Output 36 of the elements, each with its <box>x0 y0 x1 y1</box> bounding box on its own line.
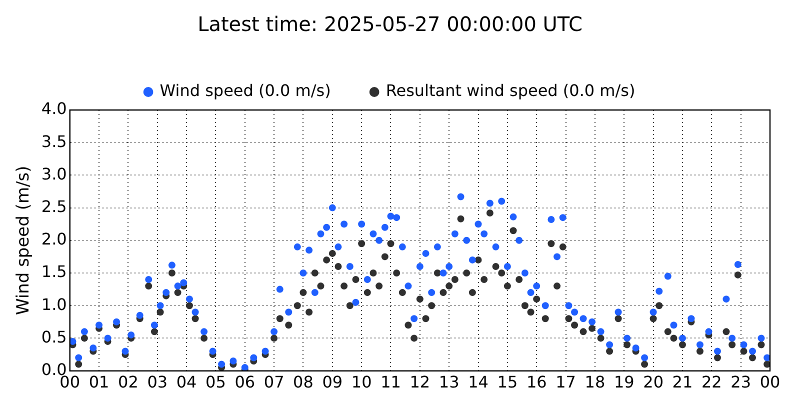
x-tick-label: 00 <box>760 372 780 392</box>
y-tick-label: 2.0 <box>41 230 67 249</box>
y-tick-label: 2.5 <box>41 196 67 216</box>
legend-label: Wind speed (0.0 m/s) <box>160 81 331 100</box>
x-tick-label: 16 <box>526 372 547 392</box>
y-tick-label: 4.0 <box>41 99 67 118</box>
x-tick-label: 08 <box>293 372 314 392</box>
x-tick-label: 10 <box>351 372 372 392</box>
x-tick-label: 09 <box>322 372 343 392</box>
x-tick-label: 19 <box>614 372 634 392</box>
x-tick-label: 07 <box>264 372 284 392</box>
x-tick-label: 13 <box>438 372 460 392</box>
x-tick-label: 23 <box>730 372 752 392</box>
x-tick-label: 04 <box>176 372 197 392</box>
y-tick-label: 1.5 <box>41 262 67 282</box>
y-tick-label: 0.5 <box>41 327 67 346</box>
x-tick-label: 06 <box>234 372 256 392</box>
y-tick-label: 1.0 <box>41 294 67 314</box>
y-tick-label: 3.0 <box>41 164 67 184</box>
x-tick-label: 17 <box>556 372 576 392</box>
x-tick-label: 21 <box>672 372 693 392</box>
x-tick-label: 22 <box>701 372 722 392</box>
chart-title: Latest time: 2025-05-27 00:00:00 UTC <box>198 12 582 36</box>
y-axis-title: Wind speed (m/s) <box>14 166 34 316</box>
x-tick-label: 20 <box>643 372 664 392</box>
legend-label: Resultant wind speed (0.0 m/s) <box>386 81 636 100</box>
y-tick-label: 3.5 <box>41 132 67 151</box>
x-tick-label: 18 <box>584 372 606 392</box>
x-tick-label: 02 <box>118 372 138 392</box>
x-tick-label: 12 <box>410 372 430 392</box>
x-tick-label: 14 <box>468 372 488 392</box>
x-tick-label: 15 <box>497 372 518 392</box>
x-tick-label: 01 <box>88 372 110 392</box>
x-tick-label: 05 <box>206 372 226 392</box>
x-tick-label: 11 <box>380 372 401 392</box>
x-tick-label: 03 <box>147 372 168 392</box>
